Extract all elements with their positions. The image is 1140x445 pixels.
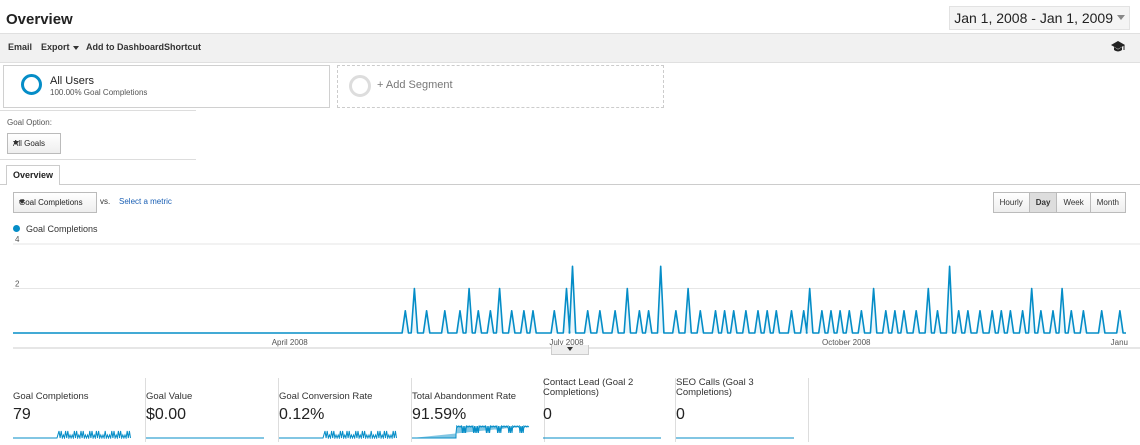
scorecard-sparkline: [13, 430, 131, 439]
select-metric-link[interactable]: Select a metric: [119, 197, 172, 206]
chevron-down-icon: [567, 347, 573, 351]
legend-label: Goal Completions: [26, 224, 98, 234]
goal-option-select[interactable]: All Goals: [7, 133, 61, 154]
scorecard-label: Goal Conversion Rate: [279, 391, 373, 402]
divider: [0, 159, 196, 160]
add-to-dashboard-button[interactable]: Add to Dashboard: [86, 42, 164, 52]
scorecard-value: 91.59%: [412, 406, 467, 423]
granularity-week-button[interactable]: Week: [1056, 193, 1090, 212]
date-range-label: Jan 1, 2008 - Jan 1, 2009: [954, 10, 1113, 26]
scorecard[interactable]: Goal Completions 79: [13, 378, 146, 442]
x-tick-label: October 2008: [822, 338, 871, 347]
scorecard-label: Goal Value: [146, 391, 193, 402]
granularity-day-button[interactable]: Day: [1028, 193, 1057, 212]
scorecard[interactable]: Goal Value $0.00: [146, 378, 279, 442]
metric-select[interactable]: Goal Completions: [13, 192, 97, 213]
sparkline-line: [279, 430, 397, 439]
divider: [0, 110, 196, 111]
tab-overview[interactable]: Overview: [6, 165, 60, 185]
segment-all-users[interactable]: All Users 100.00% Goal Completions: [3, 65, 330, 108]
sparkline-line: [412, 425, 530, 439]
metric-select-value: Goal Completions: [19, 198, 83, 207]
email-button[interactable]: Email: [8, 42, 33, 52]
scorecard-value: 0.12%: [279, 406, 325, 423]
scorecard-sparkline: [279, 430, 397, 439]
scorecard-sparkline: [146, 437, 264, 439]
tab-divider: [0, 184, 1140, 185]
scorecard-sparkline: [412, 425, 530, 439]
x-tick-label: July 2008: [549, 338, 584, 347]
granularity-month-button[interactable]: Month: [1089, 193, 1125, 212]
scorecard-label: SEO Calls (Goal 3 Completions): [676, 377, 754, 398]
scorecard[interactable]: Total Abandonment Rate 91.59%: [412, 378, 545, 442]
shortcut-button[interactable]: Shortcut: [164, 42, 201, 52]
report-toolbar: Email Export Add to Dashboard Shortcut: [0, 33, 1140, 63]
add-segment-button[interactable]: + Add Segment: [337, 65, 664, 108]
scorecard-value: 79: [13, 406, 31, 423]
chart-collapse-handle[interactable]: [551, 345, 589, 355]
scorecard-label: Goal Completions: [13, 391, 89, 402]
granularity-toggle: Hourly Day Week Month: [992, 192, 1126, 213]
export-dropdown-icon: [72, 45, 79, 50]
add-segment-label: + Add Segment: [377, 79, 453, 91]
export-label: Export: [41, 42, 70, 52]
export-button[interactable]: Export: [41, 42, 79, 52]
scorecard-label: Contact Lead (Goal 2 Completions): [543, 377, 634, 398]
segment-name: All Users: [50, 75, 95, 87]
y-tick-label: 2: [15, 280, 20, 289]
scorecard[interactable]: Contact Lead (Goal 2 Completions) 0: [543, 378, 676, 442]
metric-dropdown-icon: [19, 200, 25, 204]
date-range-dropdown-icon: [1117, 15, 1125, 20]
scorecard-sparkline: [676, 437, 794, 439]
x-tick-label: Janu: [1111, 338, 1128, 347]
segment-ring-icon: [21, 74, 42, 95]
legend-marker: [13, 225, 20, 232]
x-tick-label: April 2008: [272, 338, 309, 347]
goal-completions-chart[interactable]: 2 4 April 2008 July 2008 October 2008 Janu: [0, 235, 1140, 355]
page-title: Overview: [6, 11, 73, 28]
scorecard[interactable]: SEO Calls (Goal 3 Completions) 0: [676, 378, 809, 442]
scorecard-value: 0: [543, 406, 552, 423]
granularity-hourly-button[interactable]: Hourly: [993, 193, 1029, 212]
scorecard[interactable]: Goal Conversion Rate 0.12%: [279, 378, 412, 442]
segment-subtitle: 100.00% Goal Completions: [50, 88, 148, 97]
y-tick-label: 4: [15, 235, 20, 244]
scorecard-value: $0.00: [146, 406, 187, 423]
goal-option-value: All Goals: [13, 139, 46, 148]
goal-option-dropdown-icon: [13, 141, 19, 145]
goal-option-label: Goal Option:: [7, 118, 52, 127]
segment-placeholder-icon: [349, 75, 371, 97]
scorecard-sparkline: [543, 437, 661, 439]
scorecard-value: 0: [676, 406, 685, 423]
graduation-cap-icon[interactable]: [1111, 41, 1125, 53]
goal-completions-line: [13, 265, 1126, 334]
vs-label: vs.: [100, 197, 111, 206]
scorecard-label: Total Abandonment Rate: [412, 391, 517, 402]
date-range-picker[interactable]: Jan 1, 2008 - Jan 1, 2009: [949, 6, 1130, 30]
sparkline-line: [13, 430, 131, 439]
